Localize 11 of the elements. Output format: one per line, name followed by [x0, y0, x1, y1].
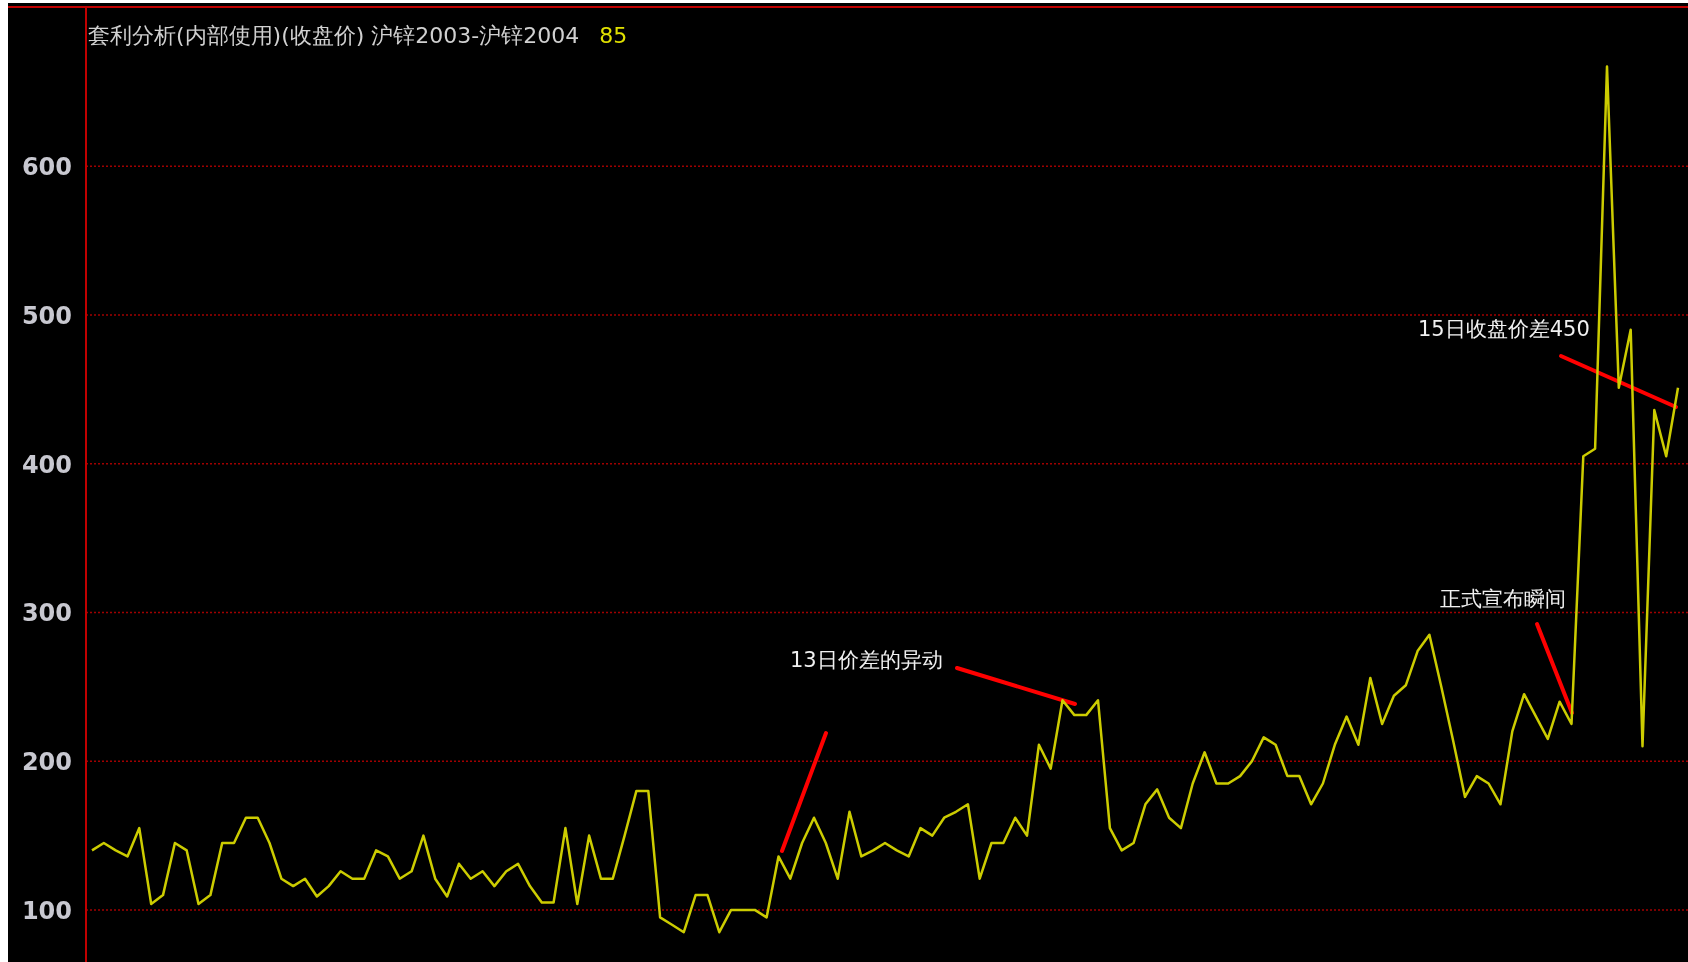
y-tick-label: 500: [21, 301, 72, 330]
y-tick-label: 200: [21, 748, 72, 777]
y-tick-label: 300: [21, 599, 72, 628]
text: 85: [599, 23, 628, 48]
y-tick-label: 400: [21, 450, 72, 479]
annotation: 15日收盘价差450: [1418, 317, 1590, 341]
annotation: 13日价差的异动: [790, 648, 943, 672]
annotation: 正式宣布瞬间: [1440, 587, 1566, 611]
y-tick-label: 100: [21, 896, 72, 925]
y-tick-label: 600: [21, 153, 72, 182]
text: 套利分析(内部使用)(收盘价) 沪锌2003-沪锌2004: [88, 23, 580, 48]
